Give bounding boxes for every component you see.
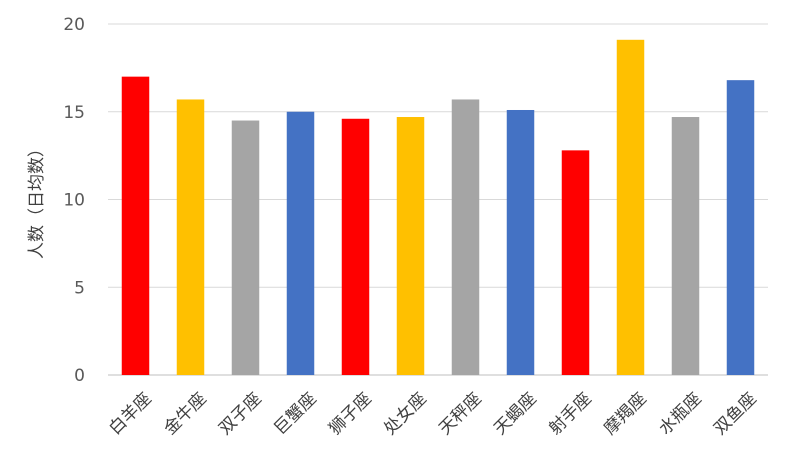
x-category-label: 双鱼座 [710, 389, 760, 439]
bar [121, 76, 150, 376]
y-axis-title: 人数（日均数） [27, 140, 47, 259]
gridlines [108, 23, 768, 376]
bar [341, 118, 370, 376]
x-category-label: 金牛座 [160, 389, 210, 439]
y-axis-ticks: 0 5 10 15 20 [63, 15, 85, 386]
x-category-label: 水瓶座 [655, 389, 705, 439]
bar [286, 111, 315, 375]
x-category-label: 双子座 [215, 389, 265, 439]
x-category-label: 射手座 [545, 389, 595, 439]
x-category-label: 处女座 [380, 389, 430, 439]
bar [506, 109, 535, 376]
y-tick-label: 10 [63, 191, 85, 211]
bar [561, 150, 590, 375]
bar [671, 117, 700, 375]
bar [396, 117, 425, 375]
x-category-label: 摩羯座 [600, 389, 650, 439]
bar [616, 39, 645, 376]
bars [121, 39, 755, 376]
y-tick-label: 20 [63, 15, 85, 35]
x-category-label: 巨蟹座 [270, 389, 320, 439]
y-tick-label: 0 [74, 366, 85, 386]
bar [726, 80, 755, 375]
x-axis-labels: 白羊座 金牛座 双子座 巨蟹座 狮子座 处女座 天秤座 天蝎座 射手座 摩羯座 水瓶座 双鱼座 [105, 389, 760, 439]
x-category-label: 白羊座 [105, 389, 155, 439]
y-tick-label: 15 [63, 103, 85, 123]
x-category-label: 天蝎座 [490, 389, 540, 439]
bar [176, 99, 205, 375]
x-category-label: 天秤座 [435, 389, 485, 439]
x-category-label: 狮子座 [325, 389, 375, 439]
y-tick-label: 5 [74, 278, 85, 298]
bar [451, 99, 480, 375]
bar [231, 120, 260, 376]
